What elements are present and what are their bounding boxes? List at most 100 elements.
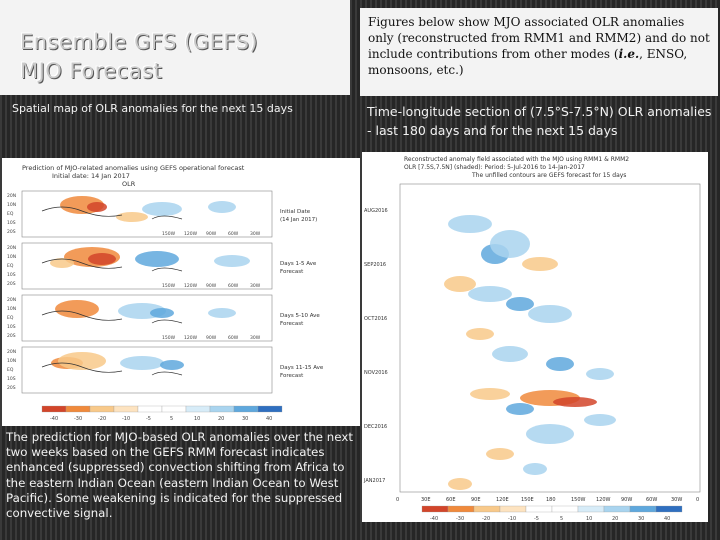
hov-colorbar-segment [525,505,553,513]
olr-anomaly-blob [120,356,164,370]
hov-time-label: OCT2016 [364,316,387,322]
hov-colorbar-segment [473,505,501,513]
hov-time-label: JAN2017 [363,478,385,484]
olr-anomaly-blob [208,201,236,213]
hov-lon-label: 30W [671,497,682,503]
olr-map-svg: Prediction of MJO-related anomalies usin… [7,164,324,422]
map-panel-label: Days 5-10 Ave [280,313,320,319]
hov-colorbar-segment [551,505,579,513]
map-lat-label: 10N [7,202,16,208]
map-panel-label: Forecast [280,321,304,327]
olr-anomaly-blob [88,253,116,265]
map-colorbar-segment [41,405,67,413]
hov-colorbar-label: -30 [456,516,464,522]
map-colorbar-label: 20 [218,416,224,422]
map-lat-label: EQ [7,263,14,269]
map-colorbar-label: -5 [146,416,151,422]
hov-anomaly-blob [528,305,572,323]
title-line-1: Ensemble GFS (GEFS) [20,30,259,54]
hov-anomaly-blob [586,368,614,380]
hov-anomaly-blob [448,215,492,233]
map-lat-label: 10S [7,220,16,226]
map-colorbar-segment [161,405,187,413]
coastline [41,258,183,272]
olr-anomaly-blob [150,308,174,318]
hov-lon-label: 30E [421,497,431,503]
map-lon-label: 150W [162,283,176,289]
hov-anomaly-blob [523,463,547,475]
olr-anomaly-blob [208,308,236,318]
hov-lon-label: 60W [646,497,657,503]
map-lon-label: 30W [250,231,261,237]
map-panel-frame [21,346,273,394]
map-lon-label: 150W [162,231,176,237]
map-lat-label: EQ [7,367,14,373]
olr-spatial-map-figure: Prediction of MJO-related anomalies usin… [2,158,360,426]
forecast-caption: The prediction for MJO-based OLR anomali… [6,430,353,521]
hov-colorbar-label: 20 [612,516,618,522]
map-panel-frame [21,190,273,238]
hov-anomaly-blob [490,230,530,258]
map-lon-label: 30W [250,283,261,289]
description-box: Figures below show MJO associated OLR an… [360,8,718,96]
hov-time-label: DEC2016 [364,424,387,430]
hov-colorbar-segment [421,505,449,513]
hov-lon-label: 0 [396,497,399,503]
hov-anomaly-blob [506,403,534,415]
map-lat-label: EQ [7,315,14,321]
map-lon-label: 120W [184,231,198,237]
map-colorbar-label: -30 [74,416,82,422]
map-lat-label: 10N [7,254,16,260]
hov-colorbar-label: 40 [664,516,670,522]
map-lon-label: 120W [184,283,198,289]
hov-lon-label: 60E [446,497,456,503]
olr-anomaly-blob [50,258,74,268]
description-ie: i.e. [618,47,640,61]
hov-colorbar-segment [499,505,527,513]
right-heading: Time-longitude section of (7.5°S-7.5°N) … [367,104,712,138]
map-colorbar-segment [233,405,259,413]
map-panel: 20N 10N EQ 10S 20S Days 11-15 Ave Forecast [7,346,324,394]
hov-anomaly-blob [466,328,494,340]
hov-frame [399,183,701,493]
map-lat-label: 20S [7,281,16,287]
hov-anomaly-blob [506,297,534,311]
hov-lon-label: 0 [696,497,699,503]
map-lat-label: 10S [7,272,16,278]
hov-colorbar-segment [603,505,631,513]
description-part-2: , ENSO, monsoons, etc.) [368,47,688,77]
hov-colorbar-label: 30 [638,516,644,522]
hov-anomaly-blob [526,424,574,444]
map-title-1: Prediction of MJO-related anomalies usin… [22,164,245,172]
hov-anomaly-blob [584,414,616,426]
hov-lon-label: 150E [521,497,534,503]
left-heading: Spatial map of OLR anomalies for the nex… [12,102,293,115]
hov-time-label: SEP2016 [364,262,386,268]
map-panel: 20N 10N EQ 10S 20S 150W 120W 90W 60W 30W Days 5-10… [7,294,320,342]
olr-hovmoller-figure: Reconstructed anomaly field associated w… [362,152,708,522]
coastline [41,206,183,220]
hov-colorbar-label: 10 [586,516,592,522]
map-colorbar-label: -40 [50,416,58,422]
title-line-2: MJO Forecast [20,59,163,83]
map-colorbar-label: 10 [194,416,200,422]
map-colorbar-segment [65,405,91,413]
slide-title: Ensemble GFS (GEFS) MJO Forecast [20,28,258,86]
hov-title-3: The unfilled contours are GEFS forecast … [471,172,626,179]
hov-lon-label: 180 [546,497,556,503]
olr-anomaly-blob [160,360,184,370]
hov-anomaly-blob [486,448,514,460]
map-colorbar-label: 40 [266,416,272,422]
map-colorbar-segment [113,405,139,413]
map-colorbar-label: -20 [98,416,106,422]
hov-lon-label: 120E [496,497,509,503]
description-part-1: Figures below show MJO associated OLR an… [368,15,710,61]
map-colorbar-label: 30 [242,416,248,422]
map-lat-label: 20S [7,385,16,391]
hov-anomaly-blob [522,257,558,271]
olr-anomaly-blob [214,255,250,267]
hov-colorbar-segment [447,505,475,513]
map-colorbar-segment [137,405,163,413]
hov-lon-label: 90W [621,497,632,503]
map-colorbar-segment [89,405,115,413]
